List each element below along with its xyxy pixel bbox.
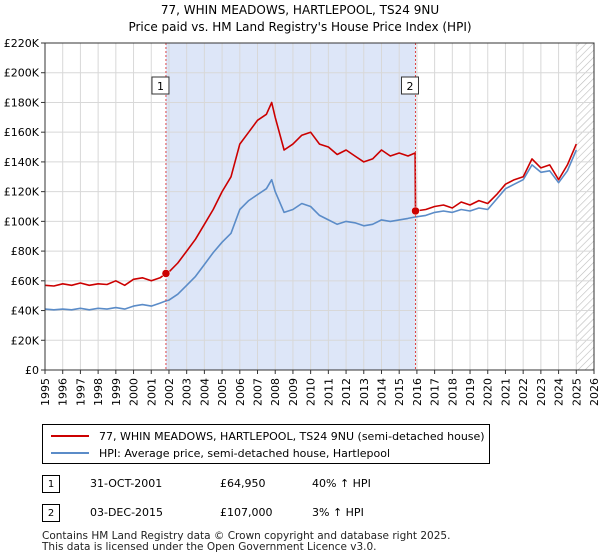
legend-swatch-hpi: [51, 452, 89, 454]
forecast-hatch-area: [576, 43, 594, 370]
x-tick-label: 2014: [375, 378, 388, 406]
x-tick-label: 2018: [446, 378, 459, 406]
x-tick-label: 2009: [287, 378, 300, 406]
legend-item-property: 77, WHIN MEADOWS, HARTLEPOOL, TS24 9NU (…: [51, 428, 485, 444]
x-tick-label: 2002: [163, 378, 176, 406]
y-tick-label: £160K: [4, 126, 40, 139]
y-tick-label: £140K: [4, 156, 40, 169]
transaction-hpi-change: 3% ↑ HPI: [312, 506, 364, 519]
x-tick-label: 2008: [269, 378, 282, 406]
x-tick-label: 2022: [517, 378, 530, 406]
y-tick-label: £80K: [11, 245, 40, 258]
transaction-date: 31-OCT-2001: [90, 477, 163, 490]
x-tick-label: 2021: [499, 378, 512, 406]
chart-subtitle: Price paid vs. HM Land Registry's House …: [128, 20, 471, 34]
x-tick-label: 2019: [464, 378, 477, 406]
x-tick-label: 2017: [429, 378, 442, 406]
chart-title: 77, WHIN MEADOWS, HARTLEPOOL, TS24 9NU: [161, 3, 439, 17]
footer-line-2: This data is licensed under the Open Gov…: [42, 541, 377, 553]
y-tick-label: £60K: [11, 275, 40, 288]
x-tick-label: 2003: [181, 378, 194, 406]
transaction-hpi-change: 40% ↑ HPI: [312, 477, 371, 490]
plot-frame: [44, 42, 595, 371]
transaction-price: £64,950: [220, 477, 266, 490]
transaction-number: 2: [42, 504, 60, 522]
y-tick-label: £200K: [4, 67, 40, 80]
sale-marker-label: 2: [406, 80, 413, 93]
ownership-period-band: [165, 43, 416, 370]
y-tick-label: £120K: [4, 186, 40, 199]
hpi-series-line: [44, 149, 578, 311]
x-tick-label: 2024: [553, 378, 566, 406]
x-tick-label: 2006: [234, 378, 247, 406]
x-tick-label: 1997: [74, 378, 87, 406]
sale-marker-box: [400, 76, 419, 95]
x-tick-label: 1999: [110, 378, 123, 406]
transaction-number: 1: [42, 475, 60, 493]
legend-swatch-property: [51, 435, 89, 437]
x-tick-label: 2016: [411, 378, 424, 406]
y-tick-label: £180K: [4, 96, 40, 109]
x-tick-label: 1996: [57, 378, 70, 406]
transaction-date: 03-DEC-2015: [90, 506, 164, 519]
price-chart: 77, WHIN MEADOWS, HARTLEPOOL, TS24 9NU P…: [4, 3, 600, 406]
x-tick-label: 2011: [322, 378, 335, 406]
property-series-line: [44, 101, 578, 287]
legend-item-hpi: HPI: Average price, semi-detached house,…: [51, 445, 390, 461]
y-tick-label: £40K: [11, 305, 40, 318]
x-tick-label: 2020: [482, 378, 495, 406]
y-tick-label: £0: [25, 364, 39, 377]
x-tick-label: 1998: [92, 378, 105, 406]
footer-line-1: Contains HM Land Registry data © Crown c…: [42, 530, 451, 542]
x-tick-label: 2001: [145, 378, 158, 406]
x-tick-label: 2000: [128, 378, 141, 406]
x-tick-label: 2013: [358, 378, 371, 406]
x-tick-label: 2012: [340, 378, 353, 406]
x-tick-label: 2005: [216, 378, 229, 406]
x-tick-label: 2026: [588, 378, 600, 406]
chart-legend: 77, WHIN MEADOWS, HARTLEPOOL, TS24 9NU (…: [42, 424, 490, 464]
x-tick-label: 2010: [305, 378, 318, 406]
x-tick-label: 2025: [570, 378, 583, 406]
sale-point: [161, 269, 171, 278]
sale-marker-label: 1: [157, 80, 164, 93]
x-tick-label: 1995: [39, 378, 52, 406]
y-tick-label: £20K: [11, 334, 40, 347]
sale-point: [411, 206, 420, 216]
x-tick-label: 2015: [393, 378, 406, 406]
y-tick-label: £100K: [4, 215, 40, 228]
x-tick-label: 2004: [198, 378, 211, 406]
x-tick-label: 2023: [535, 378, 548, 406]
legend-label-property: 77, WHIN MEADOWS, HARTLEPOOL, TS24 9NU (…: [99, 429, 485, 443]
transaction-price: £107,000: [220, 506, 273, 519]
footer-attribution: Contains HM Land Registry data © Crown c…: [42, 531, 450, 553]
legend-label-hpi: HPI: Average price, semi-detached house,…: [99, 446, 391, 460]
x-tick-label: 2007: [252, 378, 265, 406]
y-tick-label: £220K: [4, 37, 40, 50]
sale-marker-box: [151, 76, 170, 95]
